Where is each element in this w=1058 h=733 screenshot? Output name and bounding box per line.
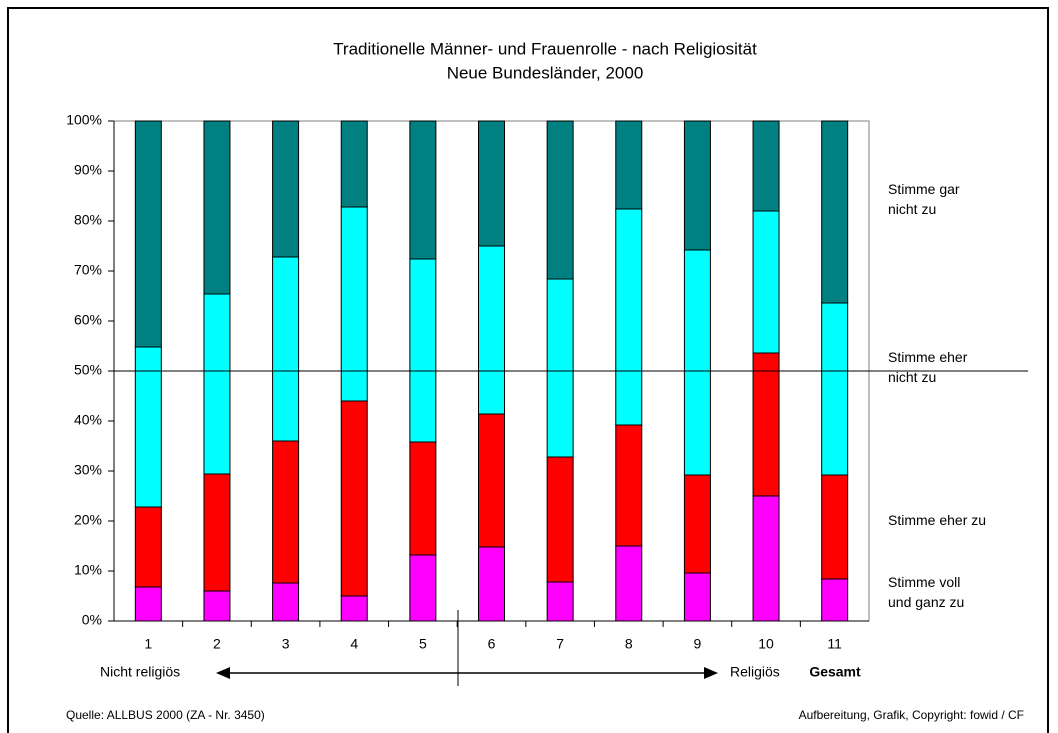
y-tick-label: 50% xyxy=(74,362,102,378)
bar-segment xyxy=(546,278,574,458)
bar-segment xyxy=(615,208,643,426)
bar-segment xyxy=(615,120,643,210)
bar-segment xyxy=(821,120,849,304)
bar-segment xyxy=(752,210,780,354)
y-tick-label: 80% xyxy=(74,212,102,228)
y-tick-label: 60% xyxy=(74,312,102,328)
bar-segment xyxy=(409,441,437,556)
chart-title: Traditionelle Männer- und Frauenrolle - … xyxy=(333,39,757,58)
y-tick-label: 90% xyxy=(74,162,102,178)
bar-segment xyxy=(134,120,162,348)
x-tick-label: 10 xyxy=(758,636,774,652)
bar-segment xyxy=(546,120,574,280)
arrow-head xyxy=(704,667,718,679)
legend-label: Stimme eher zu xyxy=(888,512,987,528)
x-tick-label: 9 xyxy=(694,636,702,652)
legend-label: Stimme voll und ganz zu xyxy=(888,574,965,610)
legend-label: Stimme gar nicht zu xyxy=(888,181,960,217)
bar-segment xyxy=(272,120,300,258)
bar-segment xyxy=(409,120,437,260)
frame xyxy=(7,7,1049,733)
bar-segment xyxy=(340,206,368,402)
bar-segment xyxy=(409,554,437,622)
bar-segment xyxy=(203,293,231,475)
bar-segment xyxy=(203,120,231,295)
bar-segment xyxy=(203,590,231,622)
bar-segment xyxy=(546,456,574,583)
bar-segment xyxy=(683,474,711,574)
bar-segment xyxy=(340,120,368,208)
x-tick-label: 7 xyxy=(556,636,564,652)
y-tick-label: 70% xyxy=(74,262,102,278)
chart-subtitle: Neue Bundesländer, 2000 xyxy=(447,63,644,82)
y-tick-label: 10% xyxy=(74,562,102,578)
annotation: Religiös xyxy=(730,664,780,680)
bar-segment xyxy=(134,506,162,588)
x-tick-label: 2 xyxy=(213,636,221,652)
annotation: Nicht religiös xyxy=(100,664,180,680)
credit: Aufbereitung, Grafik, Copyright: fowid /… xyxy=(799,708,1024,722)
arrow-head xyxy=(216,667,230,679)
source: Quelle: ALLBUS 2000 (ZA - Nr. 3450) xyxy=(66,708,265,722)
bar-segment xyxy=(752,120,780,212)
bar-segment xyxy=(272,256,300,442)
bar-segment xyxy=(615,424,643,547)
x-tick-label: 8 xyxy=(625,636,633,652)
x-tick-label: 5 xyxy=(419,636,427,652)
bar-segment xyxy=(478,120,505,247)
y-tick-label: 100% xyxy=(66,112,102,128)
bar-segment xyxy=(821,578,849,622)
bar-segment xyxy=(546,581,574,622)
bar-segment xyxy=(821,302,849,476)
bar-segment xyxy=(134,586,162,622)
annotation: Gesamt xyxy=(809,664,861,680)
legend-label: Stimme eher nicht zu xyxy=(888,349,968,385)
x-tick-label: 6 xyxy=(488,636,496,652)
bar-segment xyxy=(683,572,711,622)
bar-segment xyxy=(615,545,643,622)
bar-segment xyxy=(821,474,849,580)
x-tick-label: 11 xyxy=(827,636,842,652)
bar-segment xyxy=(478,245,505,415)
bar-segment xyxy=(752,352,780,497)
bar-segment xyxy=(340,400,368,597)
x-tick-label: 1 xyxy=(144,636,152,652)
y-tick-label: 30% xyxy=(74,462,102,478)
y-tick-label: 20% xyxy=(74,512,102,528)
bar-segment xyxy=(752,495,780,622)
bar-segment xyxy=(134,346,162,508)
bar-segment xyxy=(683,249,711,476)
bar-segment xyxy=(272,582,300,622)
x-tick-label: 3 xyxy=(282,636,290,652)
y-tick-label: 40% xyxy=(74,412,102,428)
x-tick-label: 4 xyxy=(350,636,358,652)
bar-segment xyxy=(683,120,711,251)
y-tick-label: 0% xyxy=(82,612,102,628)
bar-segment xyxy=(478,546,505,622)
bar-segment xyxy=(478,413,505,548)
bar-segment xyxy=(203,473,231,592)
bar-segment xyxy=(340,595,368,622)
bar-segment xyxy=(272,440,300,584)
bar-segment xyxy=(409,258,437,443)
